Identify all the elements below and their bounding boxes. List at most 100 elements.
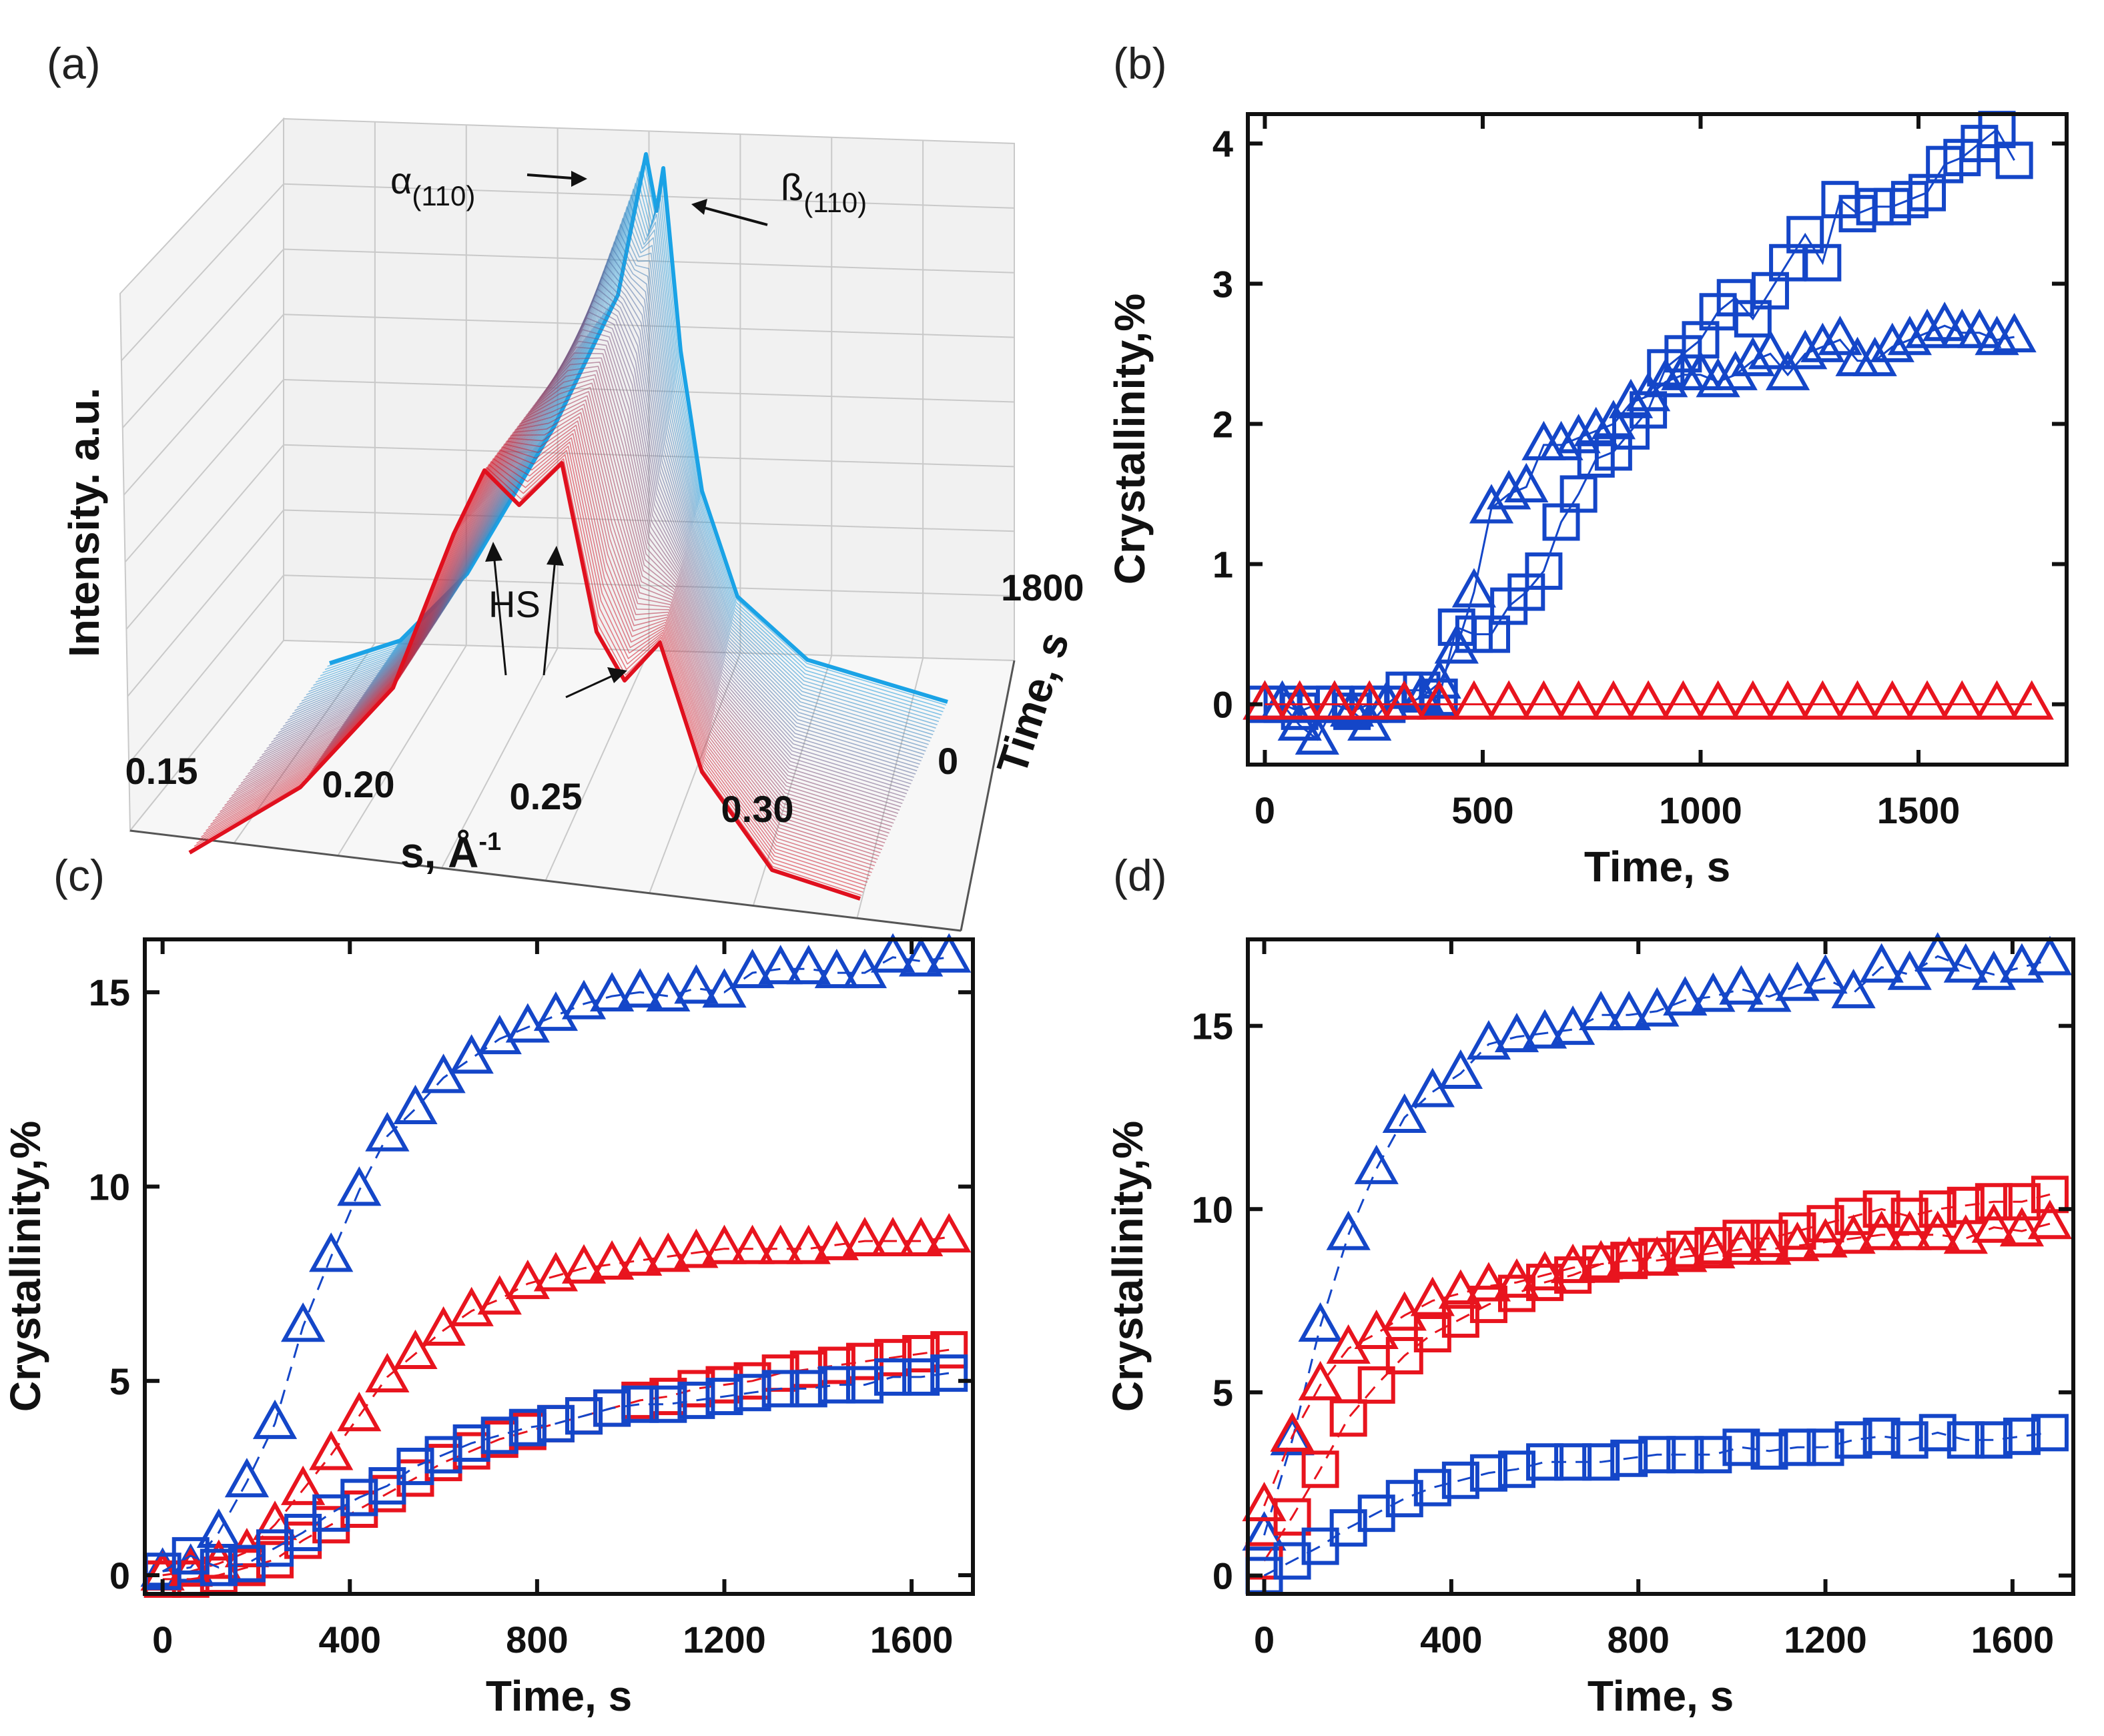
- data-point-triangle: [1644, 358, 1688, 398]
- data-point-square: [761, 1370, 799, 1408]
- data-point-triangle: [1943, 943, 1988, 983]
- data-point-triangle: [1713, 350, 1758, 390]
- x-tick-label: 0: [1254, 1619, 1275, 1661]
- chart-panel-d: 0 400 800 1200 1600 0 5 10 15 Time, s Crystallinit…: [1104, 932, 2075, 1720]
- data-point-square: [733, 1374, 771, 1412]
- data-point-triangle: [561, 1244, 607, 1284]
- data-point-square: [1995, 141, 2033, 179]
- series-triangle-1: [140, 1213, 972, 1591]
- data-point-triangle: [1607, 991, 1652, 1031]
- series-line: [162, 1348, 950, 1581]
- data-point-triangle: [1556, 414, 1601, 454]
- data-point-square: [902, 1358, 940, 1396]
- data-point-square: [705, 1378, 743, 1416]
- data-point-triangle: [1579, 991, 1624, 1031]
- data-point-triangle: [1904, 308, 1950, 348]
- data-point-triangle: [1999, 943, 2045, 983]
- data-point-triangle: [1410, 1276, 1455, 1316]
- y-tick-label: 15: [1192, 1005, 1233, 1047]
- data-point-triangle: [1870, 322, 1914, 362]
- data-point-triangle: [533, 991, 579, 1031]
- data-point-square: [1947, 1421, 1985, 1459]
- series-line: [162, 956, 950, 1573]
- data-point-square: [2003, 1417, 2041, 1455]
- beta-label: ß(110): [781, 166, 867, 218]
- a-xtick-3: 0.30: [721, 788, 794, 830]
- data-point-triangle: [1719, 1225, 1764, 1265]
- data-point-square: [1385, 1480, 1423, 1518]
- data-point-square: [565, 1397, 603, 1435]
- data-point-triangle: [1765, 350, 1810, 390]
- a-grid-line: [545, 650, 650, 881]
- data-point-triangle: [1607, 1236, 1652, 1276]
- series-triangle-2: [1243, 680, 2054, 720]
- a-grid-line: [124, 379, 284, 563]
- data-point-triangle: [646, 971, 691, 1012]
- plot-frame: [1246, 112, 2069, 767]
- data-point-triangle: [1295, 715, 1339, 755]
- data-point-triangle: [1859, 943, 1904, 983]
- data-point-triangle: [1451, 568, 1497, 608]
- a-grid-line: [125, 444, 284, 630]
- hs-arrow-3: [565, 674, 615, 699]
- data-point-triangle: [1466, 1262, 1511, 1302]
- series-square-2: [1245, 1176, 2069, 1580]
- data-point-triangle: [1312, 680, 1357, 720]
- x-axis-label: Time, s: [1588, 1672, 1734, 1720]
- data-point-triangle: [1626, 680, 1671, 720]
- data-point-triangle: [1922, 302, 1967, 342]
- data-point-square: [368, 1467, 406, 1505]
- y-tick-label: 5: [109, 1360, 130, 1402]
- data-point-triangle: [1591, 680, 1636, 720]
- x-axis-label: Time, s: [1584, 843, 1730, 891]
- a-time-tick-0: 0: [938, 740, 958, 782]
- data-point-square: [1329, 1509, 1367, 1547]
- data-point-triangle: [477, 1014, 522, 1055]
- data-point-triangle: [674, 964, 719, 1004]
- data-point-triangle: [1800, 322, 1845, 362]
- data-point-square: [2031, 1176, 2069, 1214]
- data-point-triangle: [1663, 1232, 1708, 1272]
- data-point-triangle: [1818, 316, 1862, 356]
- data-point-triangle: [1691, 972, 1736, 1012]
- x-tick-label: 1200: [683, 1619, 766, 1661]
- data-point-square: [1526, 1443, 1564, 1481]
- data-point-triangle: [618, 1236, 663, 1276]
- hs-arrow-1: [492, 553, 507, 676]
- panel-label-d: (d): [1113, 851, 1167, 900]
- data-point-square: [874, 1338, 912, 1376]
- a-grid-line: [127, 509, 284, 697]
- data-point-triangle: [1326, 1210, 1371, 1250]
- data-point-square: [1722, 1428, 1760, 1466]
- data-point-triangle: [618, 968, 663, 1008]
- data-point-triangle: [1347, 680, 1392, 720]
- data-point-triangle: [1591, 400, 1636, 440]
- data-point-triangle: [1522, 1250, 1567, 1291]
- data-point-square: [1890, 1198, 1928, 1236]
- data-point-triangle: [927, 933, 972, 973]
- data-point-triangle: [1494, 1012, 1539, 1053]
- data-point-triangle: [2009, 680, 2054, 720]
- data-point-triangle: [1663, 976, 1708, 1016]
- hs-label: HS: [488, 583, 541, 625]
- data-point-square: [1666, 1436, 1704, 1474]
- data-point-triangle: [168, 1547, 213, 1587]
- data-point-triangle: [1382, 680, 1427, 720]
- data-point-triangle: [1298, 1302, 1343, 1342]
- y-tick-label: 0: [1212, 1555, 1233, 1597]
- series-square-3: [1245, 1414, 2069, 1595]
- data-point-triangle: [1451, 680, 1497, 720]
- data-point-triangle: [252, 1399, 298, 1439]
- data-point-square: [1804, 244, 1842, 282]
- data-point-square: [396, 1447, 434, 1485]
- data-point-square: [1834, 1421, 1872, 1459]
- data-point-triangle: [1915, 1210, 1960, 1250]
- data-point-square: [1694, 1227, 1732, 1265]
- data-point-square: [874, 1358, 912, 1396]
- data-point-triangle: [1382, 1093, 1427, 1133]
- data-point-triangle: [365, 1112, 410, 1152]
- data-point-square: [1329, 1399, 1367, 1437]
- beta-arrow: [700, 205, 768, 226]
- series-line: [1265, 127, 2015, 713]
- data-point-square: [817, 1346, 855, 1384]
